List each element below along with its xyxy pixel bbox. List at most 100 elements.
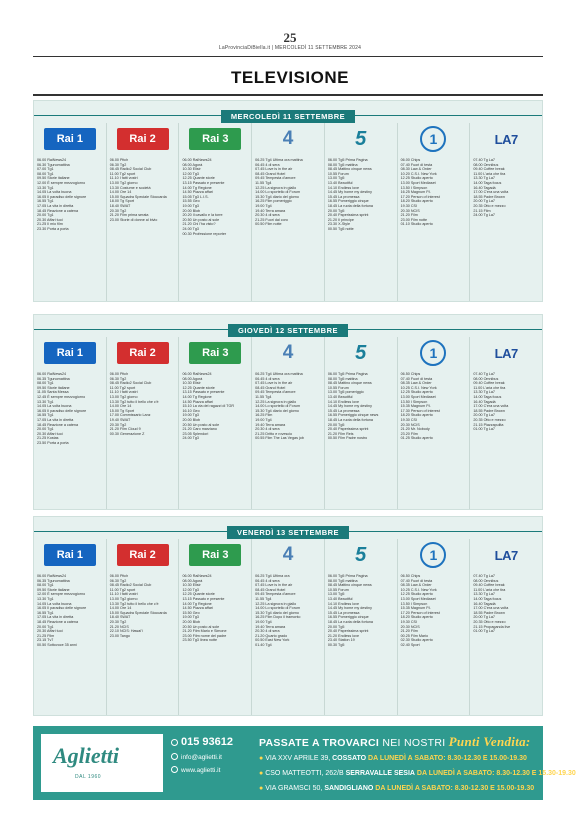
advertisement-banner[interactable]: Aglietti DAL 1960 015 93612 info@agliett…	[33, 726, 576, 800]
program-entry: 18.20 Studio aperto	[400, 199, 433, 204]
program-entry: 20.00 Tg5	[327, 624, 345, 629]
ad-email[interactable]: info@aglietti.it	[171, 753, 251, 761]
program-entry: 13.00 Tg5 pomeriggio	[327, 390, 364, 395]
program-entry: 14.00 Lo sportello di Forum	[255, 404, 301, 409]
channel-column-canale5: 5 06.00 Tg5 Prima Pagina 08.00 Tg5 mattina…	[325, 123, 398, 301]
ad-headline: PASSATE A TROVARCI NEI NOSTRI Punti Vend…	[259, 734, 531, 750]
program-entry: 14.10 Endless love	[327, 399, 360, 404]
ad-website[interactable]: www.aglietti.it	[171, 766, 251, 774]
channel-logo-box: 1	[401, 542, 467, 568]
program-entry: 19.40 Terra amara	[255, 208, 286, 213]
program-entry: 08.45 Radio2 Social Club	[109, 381, 152, 386]
channel-row: Rai 1 06.00 RaiNews24 06.35 Tgunomattina 08…	[34, 539, 542, 715]
program-entry: 11.00 Tg2 sport	[109, 587, 136, 592]
program-entry: 16.55 Tg1	[37, 199, 54, 204]
store-hours: DA LUNEDÌ A SABATO: 8.30-12.30 E 15.00-1…	[368, 755, 527, 762]
program-list: 06.00 Pitch 06.30 Tg2 08.45 Radio2 Social …	[110, 372, 176, 436]
program-entry: 13.40 Beautiful	[327, 596, 353, 601]
program-entry: 20.00 Tg1	[37, 624, 54, 629]
program-entry: 20.00 Blob	[182, 208, 201, 213]
program-entry: 18.45 Reazione a catena	[37, 422, 79, 427]
channel-logo-rete4: 4	[282, 342, 294, 363]
program-entry: 08.00 Omnibus	[473, 162, 499, 167]
program-entry: 15.30 Tg4 diario del giorno	[255, 194, 299, 199]
program-entry: 07.40 Fuori di testa	[400, 162, 433, 167]
channel-logo-box: LA7	[473, 542, 539, 568]
program-entry: 10.30 Elisir	[182, 583, 201, 588]
program-entry: 08.00 Tg5 mattina	[327, 162, 358, 167]
channel-logo-rai2: Rai 2	[116, 342, 169, 364]
program-entry: 18.20 Studio aperto	[400, 413, 433, 418]
program-entry: 06.50 Chips	[400, 574, 421, 578]
day-label: VENERDÌ 13 SETTEMBRE	[226, 526, 350, 539]
program-entry: 00.30 Professione reporter	[182, 231, 227, 236]
program-entry: 13.00 Sport Mediaset	[400, 180, 436, 185]
day-header: GIOVEDÌ 12 SETTEMBRE	[34, 320, 542, 338]
program-entry: 13.00 Tg2 giorno	[109, 596, 138, 601]
program-entry: 13.30 Tg La7	[473, 592, 495, 597]
program-entry: 21.20 Mr. Nobody	[400, 427, 430, 432]
program-entry: 06.45 4 di sera	[255, 162, 280, 167]
program-entry: 22.10 NCIS: Hawai'i	[109, 629, 143, 634]
program-entry: 12.25 La signora in giallo	[255, 399, 297, 404]
program-entry: 17.00 Commissario Lanz	[109, 413, 151, 418]
channel-logo-la7: LA7	[494, 131, 519, 147]
program-entry: 14.45 My home my destiny	[327, 190, 372, 195]
program-entry: 10.25 C.S.I. New York	[400, 587, 437, 592]
program-entry: 19.40 Terra amara	[255, 422, 286, 427]
program-entry: 13.30 Costume e società	[109, 185, 151, 190]
program-entry: 14.00 Lo sportello di Forum	[255, 190, 301, 195]
program-entry: 20.30 NCIS	[400, 422, 420, 427]
program-entry: 20.30 NCIS	[400, 624, 420, 629]
channel-logo-rai3: Rai 3	[189, 342, 242, 364]
program-entry: 16.05 Il paradiso delle signore	[37, 194, 87, 199]
program-entry: 01.00 Tg La7	[473, 629, 495, 634]
program-entry: 00.50 Film Padre nostro	[327, 436, 368, 441]
program-entry: 14.00 Tg Regione	[182, 601, 212, 606]
program-entry: 02.30 Studio aperto	[400, 638, 433, 643]
program-entry: 18.45 La ruota della fortuna	[327, 417, 373, 422]
program-entry: 13.00 Sport Mediaset	[400, 596, 436, 601]
program-entry: 08.45 Grand Hotel	[255, 171, 286, 176]
program-entry: 20.00 Blob	[182, 417, 201, 422]
store-hours: DA LUNEDÌ A SABATO: 8.30-12.30 E 15.30-1…	[416, 770, 576, 777]
program-entry: 11.05 Santa Messa	[37, 390, 69, 395]
program-entry: 20.50 Un posto al sole	[182, 217, 220, 222]
program-entry: 23.20 Film	[400, 431, 418, 436]
program-entry: 24.00 Tg3	[182, 226, 199, 231]
program-entry: 02.40 Sport	[400, 642, 420, 647]
program-entry: 09.40 Coffee break	[473, 381, 505, 386]
program-entry: 14.10 Endless love	[327, 185, 360, 190]
program-entry: 14.45 My home my destiny	[327, 606, 372, 611]
program-entry: 20.00 Tg La7	[473, 615, 495, 620]
program-entry: 20.40 Paperissima sprint	[327, 427, 369, 432]
program-entry: 01.25 Studio aperto	[400, 436, 433, 441]
program-entry: 21.20 Chi l'ha visto?	[182, 222, 216, 227]
program-entry: 00.30 Tg5	[327, 642, 345, 647]
header-rule	[33, 56, 543, 57]
program-entry: 21.20 Caro marziano	[182, 427, 217, 432]
program-entry: 08.45 Radio2 Social Club	[109, 583, 152, 588]
store-address: VIA GRAMSCI 50,	[265, 785, 323, 792]
program-entry: 16.40 Tagadà	[473, 399, 496, 404]
program-entry: 13.00 Tg2 giorno	[109, 180, 138, 185]
program-entry: 20.00 Tg1	[37, 213, 54, 218]
program-entry: 08.00 Agorà	[182, 376, 203, 381]
channel-logo-rai3: Rai 3	[189, 544, 242, 566]
program-entry: 11.10 I fatti vostri	[109, 592, 138, 597]
channel-logo-box: LA7	[473, 126, 539, 152]
program-entry: 06.00 RaiNews24	[182, 158, 212, 162]
program-entry: 06.30 Tg2	[109, 162, 127, 167]
channel-logo-rai3: Rai 3	[189, 128, 242, 150]
phone-icon	[171, 739, 178, 746]
day-block-friday: VENERDÌ 13 SETTEMBRE Rai 1 06.00 RaiNews2…	[33, 516, 543, 716]
program-entry: 10.55 Forum	[327, 385, 349, 390]
program-entry: 21.20 Film Cloud 9	[109, 427, 141, 432]
store-address: CSO MATTEOTTI, 262/B	[265, 770, 344, 777]
program-entry: 08.45 Mattino cinque news	[327, 583, 372, 588]
program-entry: 06.00 Tg5 Prima Pagina	[327, 372, 368, 376]
program-entry: 21.20 Quarto grado	[255, 633, 288, 638]
phone-number: 015 93612	[181, 736, 233, 748]
program-entry: 16.10 Geo	[182, 408, 200, 413]
program-entry: 19.40 SWAT	[109, 417, 131, 422]
